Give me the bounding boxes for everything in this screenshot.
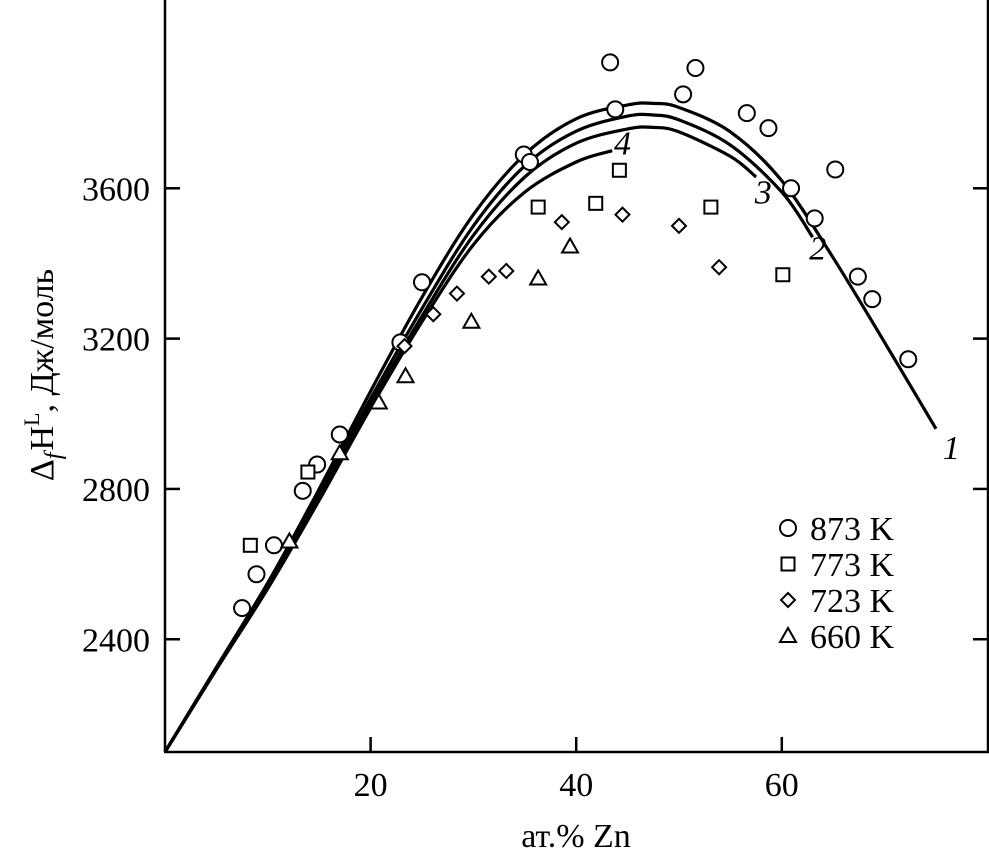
point-773k-4 — [611, 162, 627, 178]
x-axis-title: ат.% Zn — [521, 818, 631, 855]
point-660k-5 — [528, 268, 548, 286]
point-873k-16 — [782, 179, 801, 198]
point-873k-9 — [520, 152, 539, 171]
legend-label-873k: 873 K — [810, 511, 895, 548]
point-773k-1 — [300, 464, 316, 480]
point-773k-0 — [242, 537, 258, 553]
point-873k-21 — [899, 350, 918, 369]
point-723k-4 — [497, 262, 515, 280]
point-873k-5 — [330, 425, 349, 444]
point-873k-2 — [264, 536, 283, 555]
point-873k-7 — [413, 273, 431, 292]
point-873k-11 — [606, 100, 625, 119]
point-660k-1 — [330, 443, 350, 461]
point-873k-12 — [674, 85, 693, 104]
point-723k-6 — [614, 206, 631, 224]
point-660k-3 — [395, 366, 416, 384]
legend-marker-723k — [779, 591, 797, 609]
fit-curve-2 — [163, 112, 814, 753]
y-tick-label-3200: 3200 — [82, 322, 150, 359]
curve-label-3: 3 — [754, 174, 772, 211]
point-660k-6 — [560, 236, 580, 254]
point-723k-2 — [448, 285, 466, 302]
legend-label-660k: 660 K — [810, 619, 895, 656]
curve-label-1: 1 — [943, 430, 960, 467]
point-660k-2 — [369, 392, 389, 410]
fit-curve-4 — [163, 149, 613, 753]
legend-label-773k: 773 K — [810, 547, 895, 584]
point-873k-20 — [863, 290, 882, 309]
point-873k-13 — [686, 59, 705, 78]
point-773k-2 — [530, 199, 546, 215]
point-660k-0 — [279, 531, 300, 549]
point-723k-0 — [396, 337, 413, 355]
point-873k-15 — [759, 119, 778, 138]
point-873k-0 — [233, 599, 252, 618]
point-723k-7 — [670, 217, 688, 235]
legend-label-723k: 723 K — [810, 583, 895, 620]
data-points — [233, 53, 918, 618]
fit-curve-3 — [163, 125, 758, 753]
y-axis-title-delta: Δ — [24, 459, 61, 481]
point-873k-1 — [247, 565, 266, 584]
point-723k-3 — [480, 268, 498, 286]
y-axis-title: ΔfHL, Дж/моль — [19, 269, 67, 481]
point-873k-17 — [805, 209, 824, 228]
x-tick-label-40: 40 — [559, 767, 593, 804]
point-873k-10 — [601, 53, 620, 72]
x-tick-label-20: 20 — [354, 767, 388, 804]
point-723k-8 — [710, 258, 728, 276]
y-axis-title-h: H — [24, 426, 61, 451]
y-axis-title-sub: f — [41, 449, 67, 459]
point-723k-5 — [553, 213, 571, 231]
legend-marker-873k — [779, 519, 797, 537]
point-773k-3 — [588, 195, 604, 211]
ticks: 20 40 60 2400 2800 3200 3600 — [82, 171, 988, 804]
curve-label-4: 4 — [614, 125, 631, 162]
point-873k-19 — [848, 267, 867, 286]
y-tick-label-3600: 3600 — [82, 171, 150, 208]
point-873k-3 — [293, 481, 312, 500]
x-tick-label-60: 60 — [765, 767, 799, 804]
point-873k-18 — [826, 160, 845, 179]
legend-marker-773k — [780, 556, 796, 572]
y-tick-label-2400: 2400 — [82, 622, 150, 659]
point-773k-5 — [703, 199, 719, 215]
y-axis-title-unit: , Дж/моль — [24, 269, 61, 413]
point-873k-14 — [737, 104, 756, 123]
point-773k-6 — [775, 267, 791, 283]
point-660k-4 — [461, 311, 482, 329]
y-tick-label-2800: 2800 — [82, 472, 150, 509]
y-axis-title-sup: L — [19, 413, 44, 426]
curve-label-2: 2 — [809, 231, 826, 268]
legend-marker-660k — [778, 625, 798, 643]
point-723k-1 — [424, 305, 442, 323]
curve-labels: 1 23 4 — [614, 125, 960, 466]
